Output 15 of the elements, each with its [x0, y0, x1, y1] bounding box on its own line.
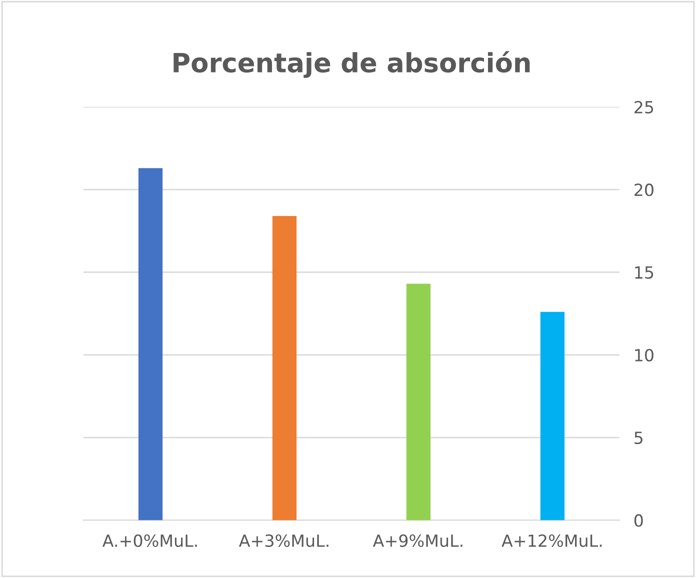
bar: [272, 216, 297, 520]
x-tick-label: A+3%MuL.: [238, 534, 328, 547]
x-tick-label: A+9%MuL.: [372, 534, 462, 547]
y-tick-label: 25: [634, 100, 654, 114]
x-tick-label: A+12%MuL.: [502, 534, 602, 547]
chart-title: Porcentaje de absorción: [174, 51, 530, 78]
y-tick-label: 0: [634, 514, 643, 527]
x-tick-label: A.+0%MuL.: [102, 534, 197, 547]
y-tick-label: 15: [635, 266, 654, 279]
bar: [406, 284, 431, 520]
y-tick-label: 20: [634, 184, 654, 196]
bar: [138, 168, 163, 520]
y-tick-label: 10: [635, 348, 654, 362]
y-tick-label: 5: [634, 432, 642, 444]
bar: [540, 312, 565, 520]
